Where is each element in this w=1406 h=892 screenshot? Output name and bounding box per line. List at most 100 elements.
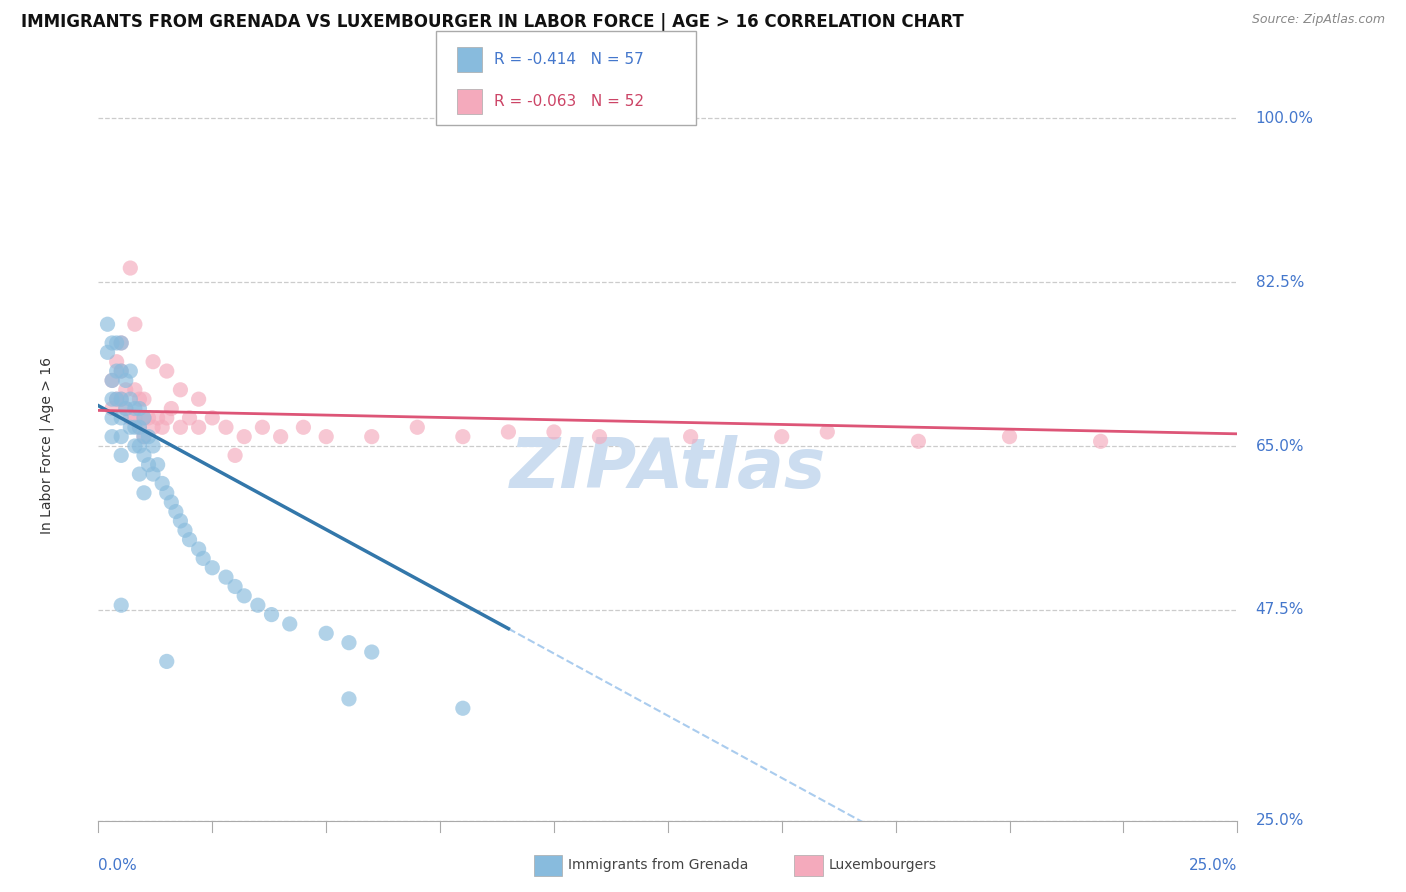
Point [451, 430, 474, 444]
Point [252, 420, 274, 434]
Text: 0.0%: 0.0% [98, 858, 138, 873]
Point [128, 392, 150, 407]
Point [156, 486, 179, 500]
Point [132, 410, 155, 425]
Text: R = -0.063   N = 52: R = -0.063 N = 52 [494, 95, 644, 110]
Point [124, 401, 146, 416]
Point [679, 430, 702, 444]
Point [124, 420, 146, 434]
Point [101, 392, 124, 407]
Point [105, 336, 128, 351]
Point [132, 392, 155, 407]
Point [114, 374, 136, 388]
Text: 47.5%: 47.5% [1256, 602, 1303, 617]
Point [142, 439, 165, 453]
Point [120, 420, 142, 434]
Point [169, 383, 191, 397]
Point [215, 420, 238, 434]
Point [406, 420, 429, 434]
Point [907, 434, 929, 449]
Point [179, 410, 201, 425]
Point [101, 374, 124, 388]
Point [105, 392, 128, 407]
Point [146, 410, 169, 425]
Text: IMMIGRANTS FROM GRENADA VS LUXEMBOURGER IN LABOR FORCE | AGE > 16 CORRELATION CH: IMMIGRANTS FROM GRENADA VS LUXEMBOURGER … [21, 13, 965, 31]
Point [110, 449, 132, 463]
Point [110, 364, 132, 378]
Point [187, 420, 209, 434]
Point [201, 410, 224, 425]
Point [110, 599, 132, 613]
Text: Luxembourgers: Luxembourgers [828, 858, 936, 872]
Point [110, 336, 132, 351]
Text: Immigrants from Grenada: Immigrants from Grenada [568, 858, 748, 872]
Point [201, 561, 224, 575]
Point [224, 580, 246, 594]
Point [815, 425, 838, 439]
Point [142, 355, 165, 369]
Point [246, 599, 269, 613]
Point [128, 467, 150, 482]
Point [156, 364, 179, 378]
Point [278, 617, 301, 632]
Point [132, 486, 155, 500]
Point [160, 495, 183, 509]
Point [138, 430, 160, 444]
Text: In Labor Force | Age > 16: In Labor Force | Age > 16 [39, 358, 55, 534]
Point [193, 551, 215, 566]
Point [110, 410, 132, 425]
Point [128, 439, 150, 453]
Point [165, 505, 187, 519]
Point [110, 430, 132, 444]
Point [543, 425, 565, 439]
Point [160, 401, 183, 416]
Point [169, 514, 191, 528]
Point [128, 420, 150, 434]
Point [156, 410, 179, 425]
Point [101, 374, 124, 388]
Point [360, 430, 382, 444]
Point [270, 430, 292, 444]
Text: 25.0%: 25.0% [1256, 814, 1303, 828]
Point [124, 410, 146, 425]
Point [156, 655, 179, 669]
Point [101, 401, 124, 416]
Text: 100.0%: 100.0% [1256, 111, 1313, 126]
Point [233, 589, 256, 603]
Point [315, 430, 337, 444]
Point [101, 410, 124, 425]
Point [110, 364, 132, 378]
Text: 82.5%: 82.5% [1256, 275, 1303, 290]
Text: R = -0.414   N = 57: R = -0.414 N = 57 [494, 52, 644, 67]
Point [1090, 434, 1112, 449]
Point [187, 392, 209, 407]
Point [101, 430, 124, 444]
Point [110, 392, 132, 407]
Text: 25.0%: 25.0% [1189, 858, 1237, 873]
Point [120, 261, 142, 276]
Point [128, 420, 150, 434]
Point [187, 541, 209, 557]
Point [337, 692, 360, 706]
Point [150, 476, 173, 491]
Point [451, 701, 474, 715]
Point [132, 430, 155, 444]
Point [174, 523, 197, 537]
Point [124, 439, 146, 453]
Text: 65.0%: 65.0% [1256, 439, 1303, 453]
Point [588, 430, 610, 444]
Point [215, 570, 238, 584]
Point [498, 425, 520, 439]
Point [110, 392, 132, 407]
Point [105, 364, 128, 378]
Point [224, 449, 246, 463]
Point [292, 420, 315, 434]
Text: ZIPAtlas: ZIPAtlas [510, 435, 825, 502]
Point [124, 317, 146, 331]
Point [120, 410, 142, 425]
Point [114, 383, 136, 397]
Point [128, 401, 150, 416]
Point [132, 410, 155, 425]
Point [138, 410, 160, 425]
Point [179, 533, 201, 547]
